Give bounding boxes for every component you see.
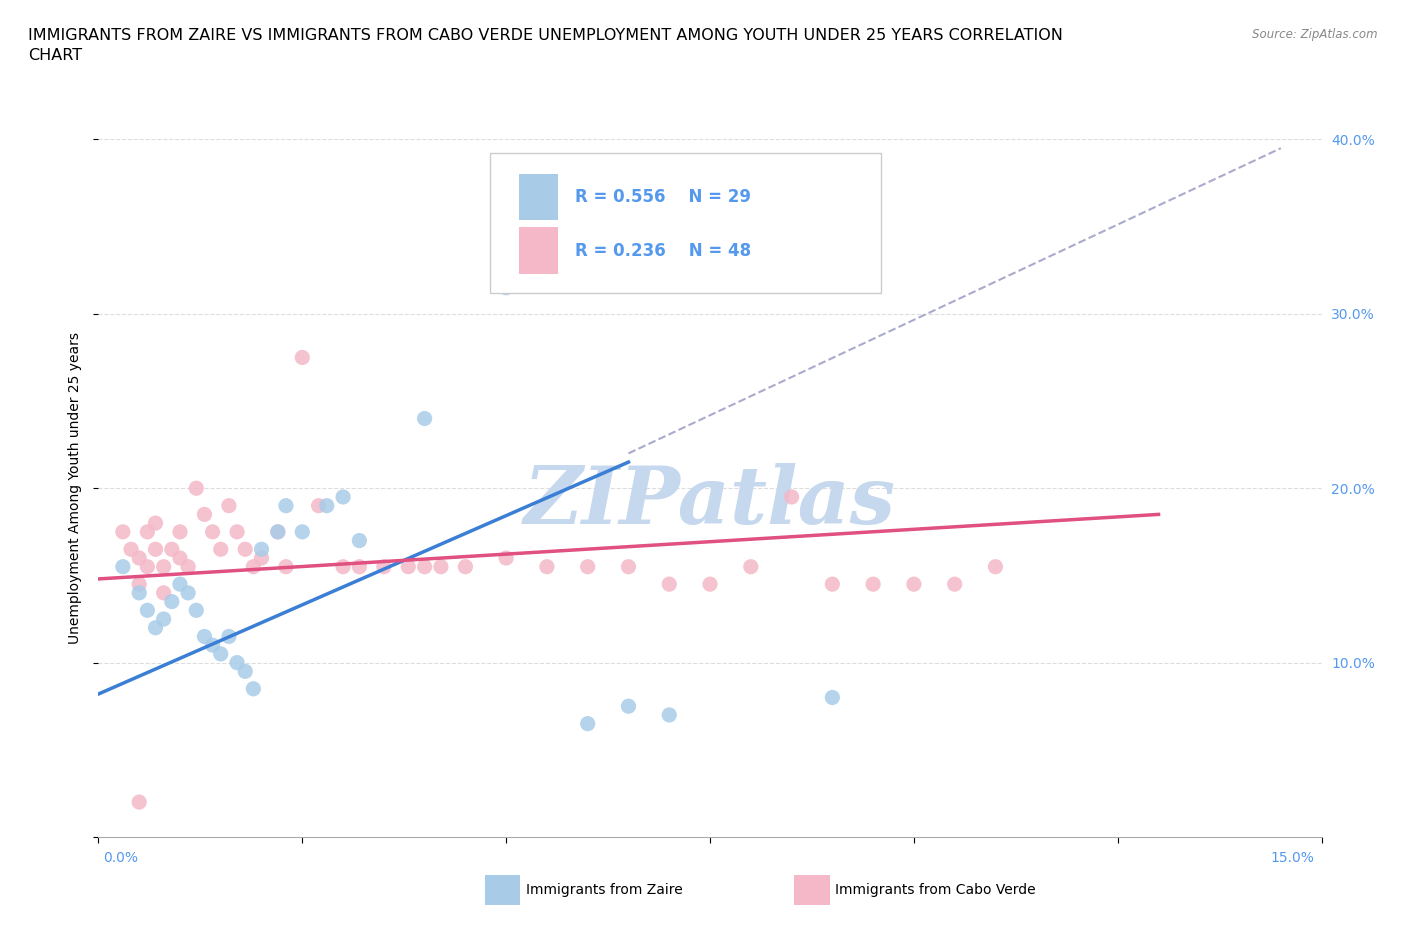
Point [291,350,314,365]
Point [136,525,159,539]
Point [111,559,134,574]
Point [495,280,517,295]
Point [454,559,477,574]
Point [145,515,167,530]
Point [267,525,290,539]
Point [943,577,966,591]
Point [136,603,159,618]
Point [186,481,208,496]
Point [413,411,436,426]
Point [218,629,240,644]
Text: R = 0.236    N = 48: R = 0.236 N = 48 [575,242,752,260]
Text: Immigrants from Cabo Verde: Immigrants from Cabo Verde [835,883,1036,897]
FancyBboxPatch shape [519,174,558,220]
Point [250,542,273,557]
Point [576,716,599,731]
Point [128,551,150,565]
Point [242,559,264,574]
Point [169,525,191,539]
Text: ZIPatlas: ZIPatlas [524,463,896,541]
Point [658,577,681,591]
Point [233,664,256,679]
Point [120,542,142,557]
Point [160,542,183,557]
Point [315,498,337,513]
Point [242,682,264,697]
Point [332,559,354,574]
Point [152,586,174,601]
Point [821,577,844,591]
Point [308,498,330,513]
Point [413,559,436,574]
Point [128,586,150,601]
Point [903,577,925,591]
Point [218,498,240,513]
Point [536,559,558,574]
Point [862,577,884,591]
Text: IMMIGRANTS FROM ZAIRE VS IMMIGRANTS FROM CABO VERDE UNEMPLOYMENT AMONG YOUTH UND: IMMIGRANTS FROM ZAIRE VS IMMIGRANTS FROM… [28,28,1063,62]
Point [169,551,191,565]
Point [226,525,249,539]
Point [821,690,844,705]
Point [145,620,167,635]
Point [136,559,159,574]
Point [193,507,215,522]
FancyBboxPatch shape [519,228,558,274]
Y-axis label: Unemployment Among Youth under 25 years: Unemployment Among Youth under 25 years [67,332,82,644]
Point [658,708,681,723]
Point [495,551,517,565]
Point [233,542,256,557]
Point [128,577,150,591]
Point [291,525,314,539]
Point [332,489,354,504]
Point [267,525,290,539]
Point [373,559,395,574]
Point [349,533,371,548]
Point [169,577,191,591]
FancyBboxPatch shape [489,153,882,293]
Point [699,577,721,591]
Text: Source: ZipAtlas.com: Source: ZipAtlas.com [1253,28,1378,41]
Text: 15.0%: 15.0% [1271,851,1315,865]
Point [177,559,200,574]
Point [128,794,150,809]
Point [984,559,1007,574]
Point [576,559,599,574]
Point [152,612,174,627]
Text: Immigrants from Zaire: Immigrants from Zaire [526,883,682,897]
Point [152,559,174,574]
Point [250,551,273,565]
Point [160,594,183,609]
Point [780,489,803,504]
Point [274,559,297,574]
Point [145,542,167,557]
Point [209,646,232,661]
Point [186,603,208,618]
Point [201,525,224,539]
Point [396,559,419,574]
Text: R = 0.556    N = 29: R = 0.556 N = 29 [575,189,751,206]
Point [111,525,134,539]
Point [617,698,640,713]
Point [177,586,200,601]
Point [274,498,297,513]
Point [226,656,249,671]
Point [349,559,371,574]
Point [740,559,762,574]
Point [201,638,224,653]
Point [617,559,640,574]
Point [193,629,215,644]
Point [430,559,453,574]
Text: 0.0%: 0.0% [103,851,138,865]
Point [209,542,232,557]
